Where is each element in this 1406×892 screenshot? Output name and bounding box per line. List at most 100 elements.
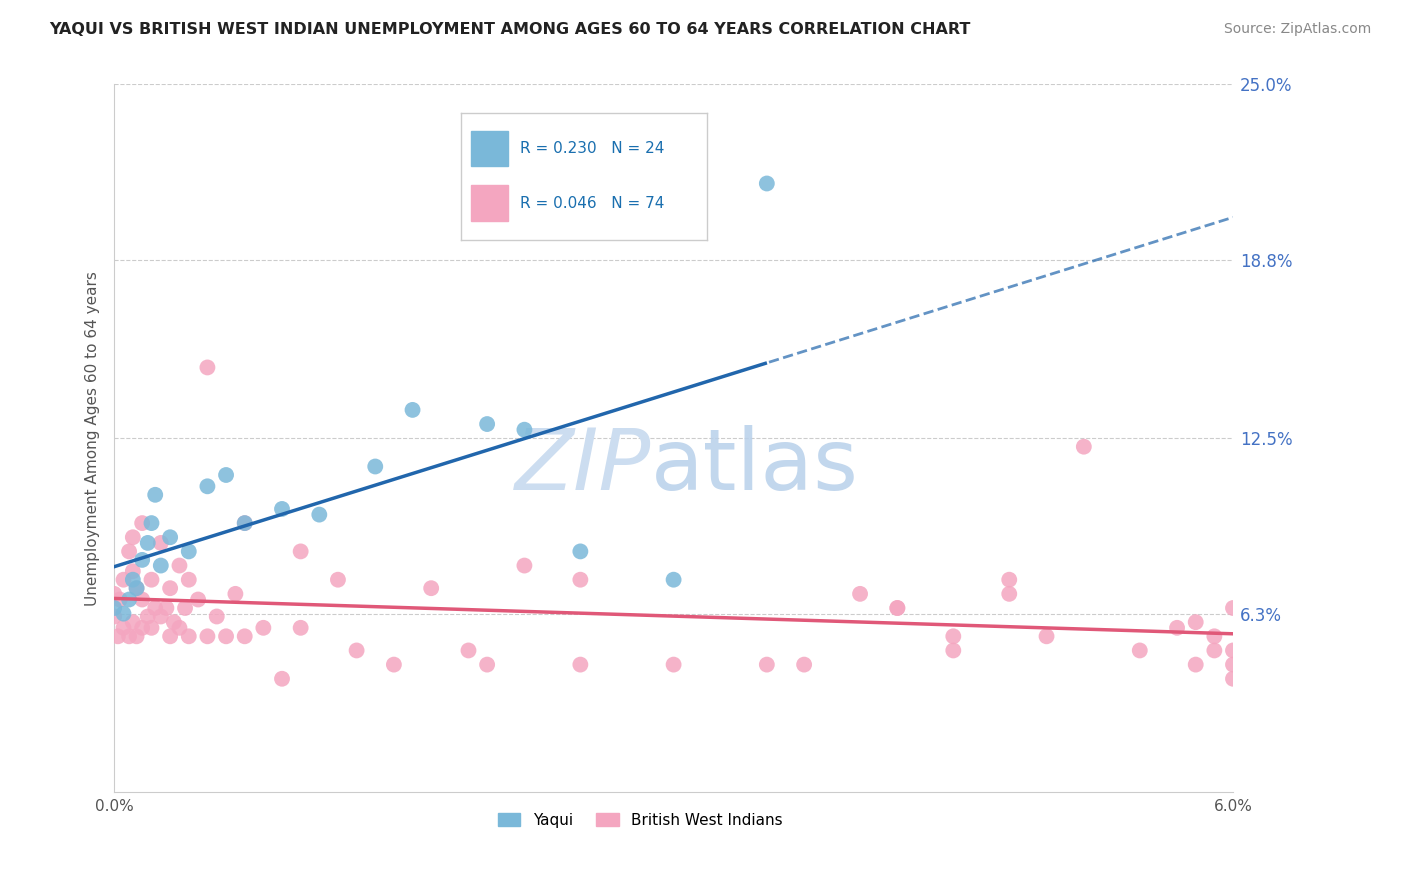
Point — [382, 657, 405, 672]
Point — [131, 592, 153, 607]
Point — [1222, 672, 1244, 686]
Point — [326, 573, 349, 587]
Point — [942, 643, 965, 657]
Point — [143, 488, 166, 502]
Point — [233, 629, 256, 643]
Point — [662, 657, 685, 672]
Point — [420, 581, 443, 595]
Point — [998, 587, 1021, 601]
Point — [290, 544, 312, 558]
Point — [174, 601, 197, 615]
Point — [1073, 440, 1095, 454]
Point — [197, 479, 219, 493]
Point — [136, 609, 159, 624]
Point — [475, 657, 498, 672]
Point — [513, 558, 536, 573]
Point — [177, 544, 200, 558]
Point — [163, 615, 186, 629]
Point — [1184, 657, 1206, 672]
Point — [103, 587, 125, 601]
Y-axis label: Unemployment Among Ages 60 to 64 years: Unemployment Among Ages 60 to 64 years — [86, 271, 100, 606]
Point — [224, 587, 246, 601]
Point — [149, 558, 172, 573]
Point — [143, 601, 166, 615]
Point — [141, 573, 163, 587]
Point — [1166, 621, 1188, 635]
Point — [662, 573, 685, 587]
Point — [118, 592, 141, 607]
Point — [569, 657, 592, 672]
Point — [131, 621, 153, 635]
Text: Source: ZipAtlas.com: Source: ZipAtlas.com — [1223, 22, 1371, 37]
Point — [1035, 629, 1057, 643]
Point — [112, 607, 135, 621]
Point — [215, 468, 238, 483]
Point — [569, 573, 592, 587]
Point — [141, 621, 163, 635]
Point — [125, 629, 148, 643]
Text: ZIP: ZIP — [515, 425, 651, 508]
Point — [108, 592, 131, 607]
Point — [131, 553, 153, 567]
Point — [1222, 643, 1244, 657]
Point — [942, 629, 965, 643]
Point — [197, 629, 219, 643]
Point — [136, 536, 159, 550]
Point — [457, 643, 479, 657]
Point — [290, 621, 312, 635]
Point — [755, 657, 778, 672]
Point — [177, 573, 200, 587]
Point — [169, 621, 191, 635]
Point — [1222, 601, 1244, 615]
Point — [271, 502, 294, 516]
Point — [1204, 643, 1226, 657]
Point — [1222, 657, 1244, 672]
Point — [346, 643, 368, 657]
Point — [1184, 615, 1206, 629]
Point — [364, 459, 387, 474]
Legend: Yaqui, British West Indians: Yaqui, British West Indians — [492, 806, 789, 834]
Point — [141, 516, 163, 530]
Point — [475, 417, 498, 431]
Point — [886, 601, 908, 615]
Point — [513, 423, 536, 437]
Point — [271, 672, 294, 686]
Point — [107, 629, 129, 643]
Point — [112, 621, 135, 635]
Point — [149, 536, 172, 550]
Point — [233, 516, 256, 530]
Point — [159, 629, 181, 643]
Point — [252, 621, 274, 635]
Point — [187, 592, 209, 607]
Point — [1204, 629, 1226, 643]
Point — [121, 615, 143, 629]
Point — [121, 573, 143, 587]
Point — [215, 629, 238, 643]
Point — [121, 564, 143, 578]
Point — [755, 177, 778, 191]
Point — [155, 601, 177, 615]
Point — [169, 558, 191, 573]
Point — [118, 629, 141, 643]
Point — [177, 629, 200, 643]
Point — [793, 657, 815, 672]
Point — [197, 360, 219, 375]
Point — [125, 581, 148, 595]
Point — [159, 530, 181, 544]
Point — [131, 516, 153, 530]
Point — [998, 573, 1021, 587]
Point — [886, 601, 908, 615]
Point — [121, 530, 143, 544]
Point — [112, 573, 135, 587]
Point — [569, 544, 592, 558]
Point — [205, 609, 228, 624]
Text: YAQUI VS BRITISH WEST INDIAN UNEMPLOYMENT AMONG AGES 60 TO 64 YEARS CORRELATION : YAQUI VS BRITISH WEST INDIAN UNEMPLOYMEN… — [49, 22, 970, 37]
Point — [103, 609, 125, 624]
Point — [1129, 643, 1152, 657]
Point — [103, 601, 125, 615]
Point — [159, 581, 181, 595]
Point — [401, 403, 423, 417]
Point — [849, 587, 872, 601]
Point — [308, 508, 330, 522]
Point — [233, 516, 256, 530]
